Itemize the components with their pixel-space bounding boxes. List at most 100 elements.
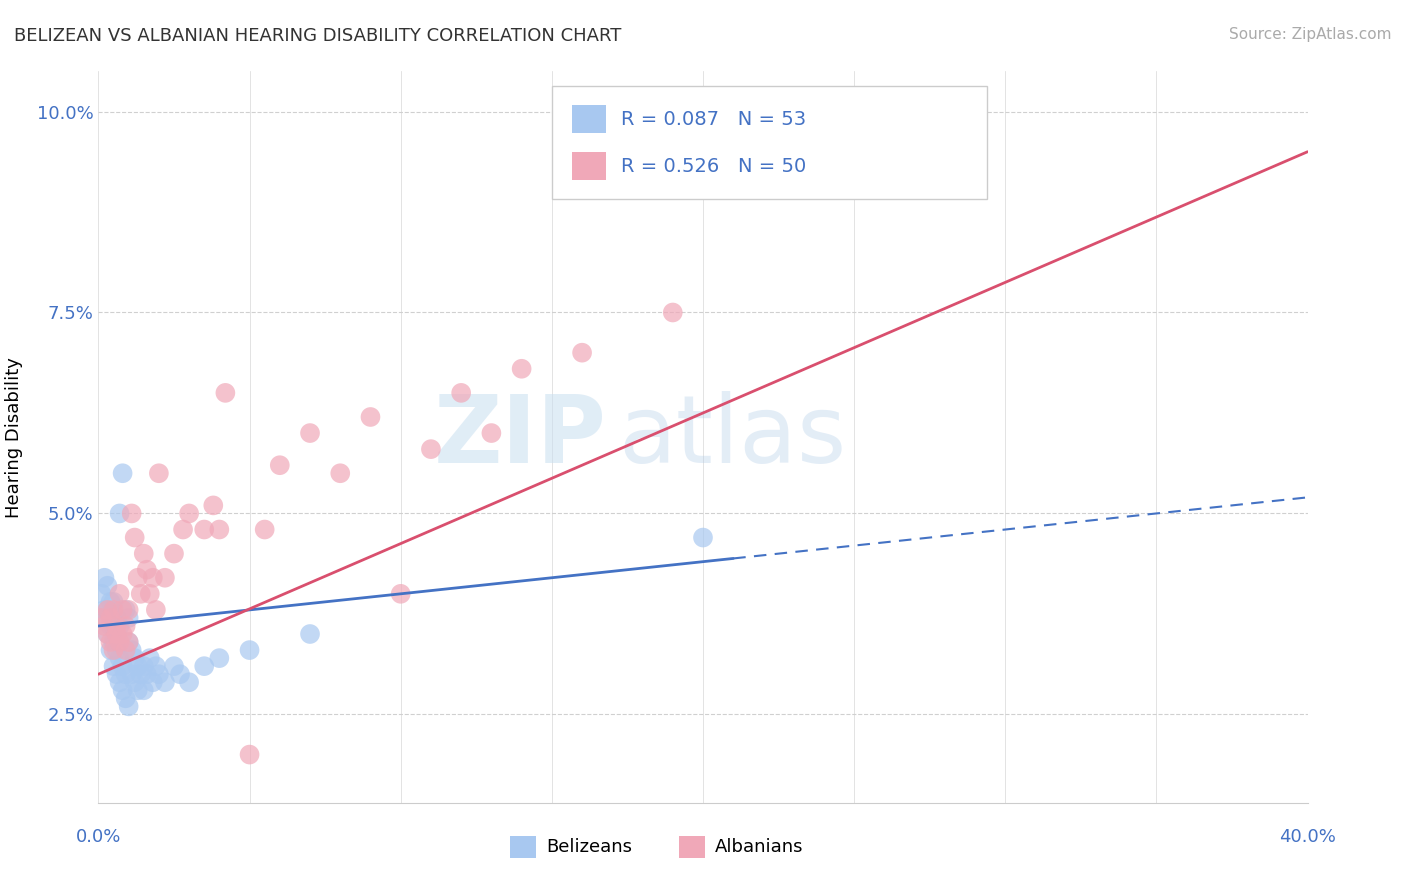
- Point: [96, 627, 118, 641]
- Point: [103, 659, 125, 673]
- Point: [118, 699, 141, 714]
- FancyBboxPatch shape: [572, 153, 606, 180]
- Point: [135, 563, 157, 577]
- Point: [179, 675, 201, 690]
- Point: [139, 651, 162, 665]
- Y-axis label: Hearing Disability: Hearing Disability: [4, 357, 22, 517]
- Point: [145, 659, 167, 673]
- Point: [269, 458, 291, 473]
- FancyBboxPatch shape: [509, 836, 536, 858]
- Point: [142, 571, 165, 585]
- Point: [93, 603, 115, 617]
- Point: [108, 635, 131, 649]
- Point: [90, 611, 112, 625]
- Point: [96, 627, 118, 641]
- Point: [208, 651, 231, 665]
- Text: atlas: atlas: [619, 391, 846, 483]
- Point: [100, 635, 122, 649]
- Point: [114, 667, 136, 681]
- Point: [103, 635, 125, 649]
- Text: R = 0.087   N = 53: R = 0.087 N = 53: [621, 110, 806, 128]
- Point: [148, 467, 170, 481]
- Point: [153, 675, 176, 690]
- Text: 0.0%: 0.0%: [76, 828, 121, 846]
- Point: [105, 667, 128, 681]
- Point: [135, 667, 157, 681]
- Point: [193, 659, 215, 673]
- FancyBboxPatch shape: [572, 105, 606, 133]
- Point: [121, 507, 143, 521]
- Point: [132, 683, 155, 698]
- Point: [510, 361, 533, 376]
- Point: [253, 523, 276, 537]
- Text: Albanians: Albanians: [716, 838, 804, 855]
- Point: [118, 635, 141, 649]
- Point: [105, 611, 128, 625]
- Point: [139, 587, 162, 601]
- Point: [111, 627, 134, 641]
- Point: [96, 603, 118, 617]
- Point: [108, 619, 131, 633]
- Point: [132, 659, 155, 673]
- Point: [148, 667, 170, 681]
- Point: [108, 675, 131, 690]
- Point: [904, 161, 927, 175]
- Point: [93, 571, 115, 585]
- FancyBboxPatch shape: [551, 86, 987, 200]
- Point: [202, 499, 225, 513]
- Point: [208, 523, 231, 537]
- Point: [214, 385, 236, 400]
- Point: [420, 442, 443, 457]
- Point: [329, 467, 352, 481]
- Point: [129, 667, 152, 681]
- Text: BELIZEAN VS ALBANIAN HEARING DISABILITY CORRELATION CHART: BELIZEAN VS ALBANIAN HEARING DISABILITY …: [14, 27, 621, 45]
- Point: [124, 531, 146, 545]
- Point: [163, 547, 186, 561]
- Point: [661, 305, 683, 319]
- Point: [692, 531, 714, 545]
- Point: [108, 587, 131, 601]
- Point: [105, 627, 128, 641]
- Text: Source: ZipAtlas.com: Source: ZipAtlas.com: [1229, 27, 1392, 42]
- Point: [299, 627, 322, 641]
- Point: [118, 603, 141, 617]
- Point: [103, 619, 125, 633]
- Point: [105, 643, 128, 657]
- Point: [100, 619, 122, 633]
- Point: [96, 603, 118, 617]
- Point: [169, 667, 191, 681]
- Point: [100, 611, 122, 625]
- Point: [124, 675, 146, 690]
- Point: [105, 619, 128, 633]
- Point: [153, 571, 176, 585]
- Point: [481, 425, 503, 440]
- Point: [132, 547, 155, 561]
- Point: [172, 523, 194, 537]
- Point: [90, 587, 112, 601]
- Point: [108, 651, 131, 665]
- Point: [114, 619, 136, 633]
- Point: [111, 659, 134, 673]
- Point: [90, 611, 112, 625]
- Point: [127, 659, 149, 673]
- Point: [111, 603, 134, 617]
- Point: [124, 651, 146, 665]
- Point: [121, 667, 143, 681]
- Point: [100, 643, 122, 657]
- Text: 40.0%: 40.0%: [1279, 828, 1336, 846]
- Point: [179, 507, 201, 521]
- Point: [103, 643, 125, 657]
- Point: [118, 635, 141, 649]
- Point: [114, 603, 136, 617]
- Point: [389, 587, 412, 601]
- Text: ZIP: ZIP: [433, 391, 606, 483]
- Point: [100, 595, 122, 609]
- Point: [108, 507, 131, 521]
- Point: [103, 595, 125, 609]
- Point: [111, 467, 134, 481]
- Point: [299, 425, 322, 440]
- FancyBboxPatch shape: [679, 836, 706, 858]
- Point: [129, 587, 152, 601]
- Point: [118, 611, 141, 625]
- Point: [121, 643, 143, 657]
